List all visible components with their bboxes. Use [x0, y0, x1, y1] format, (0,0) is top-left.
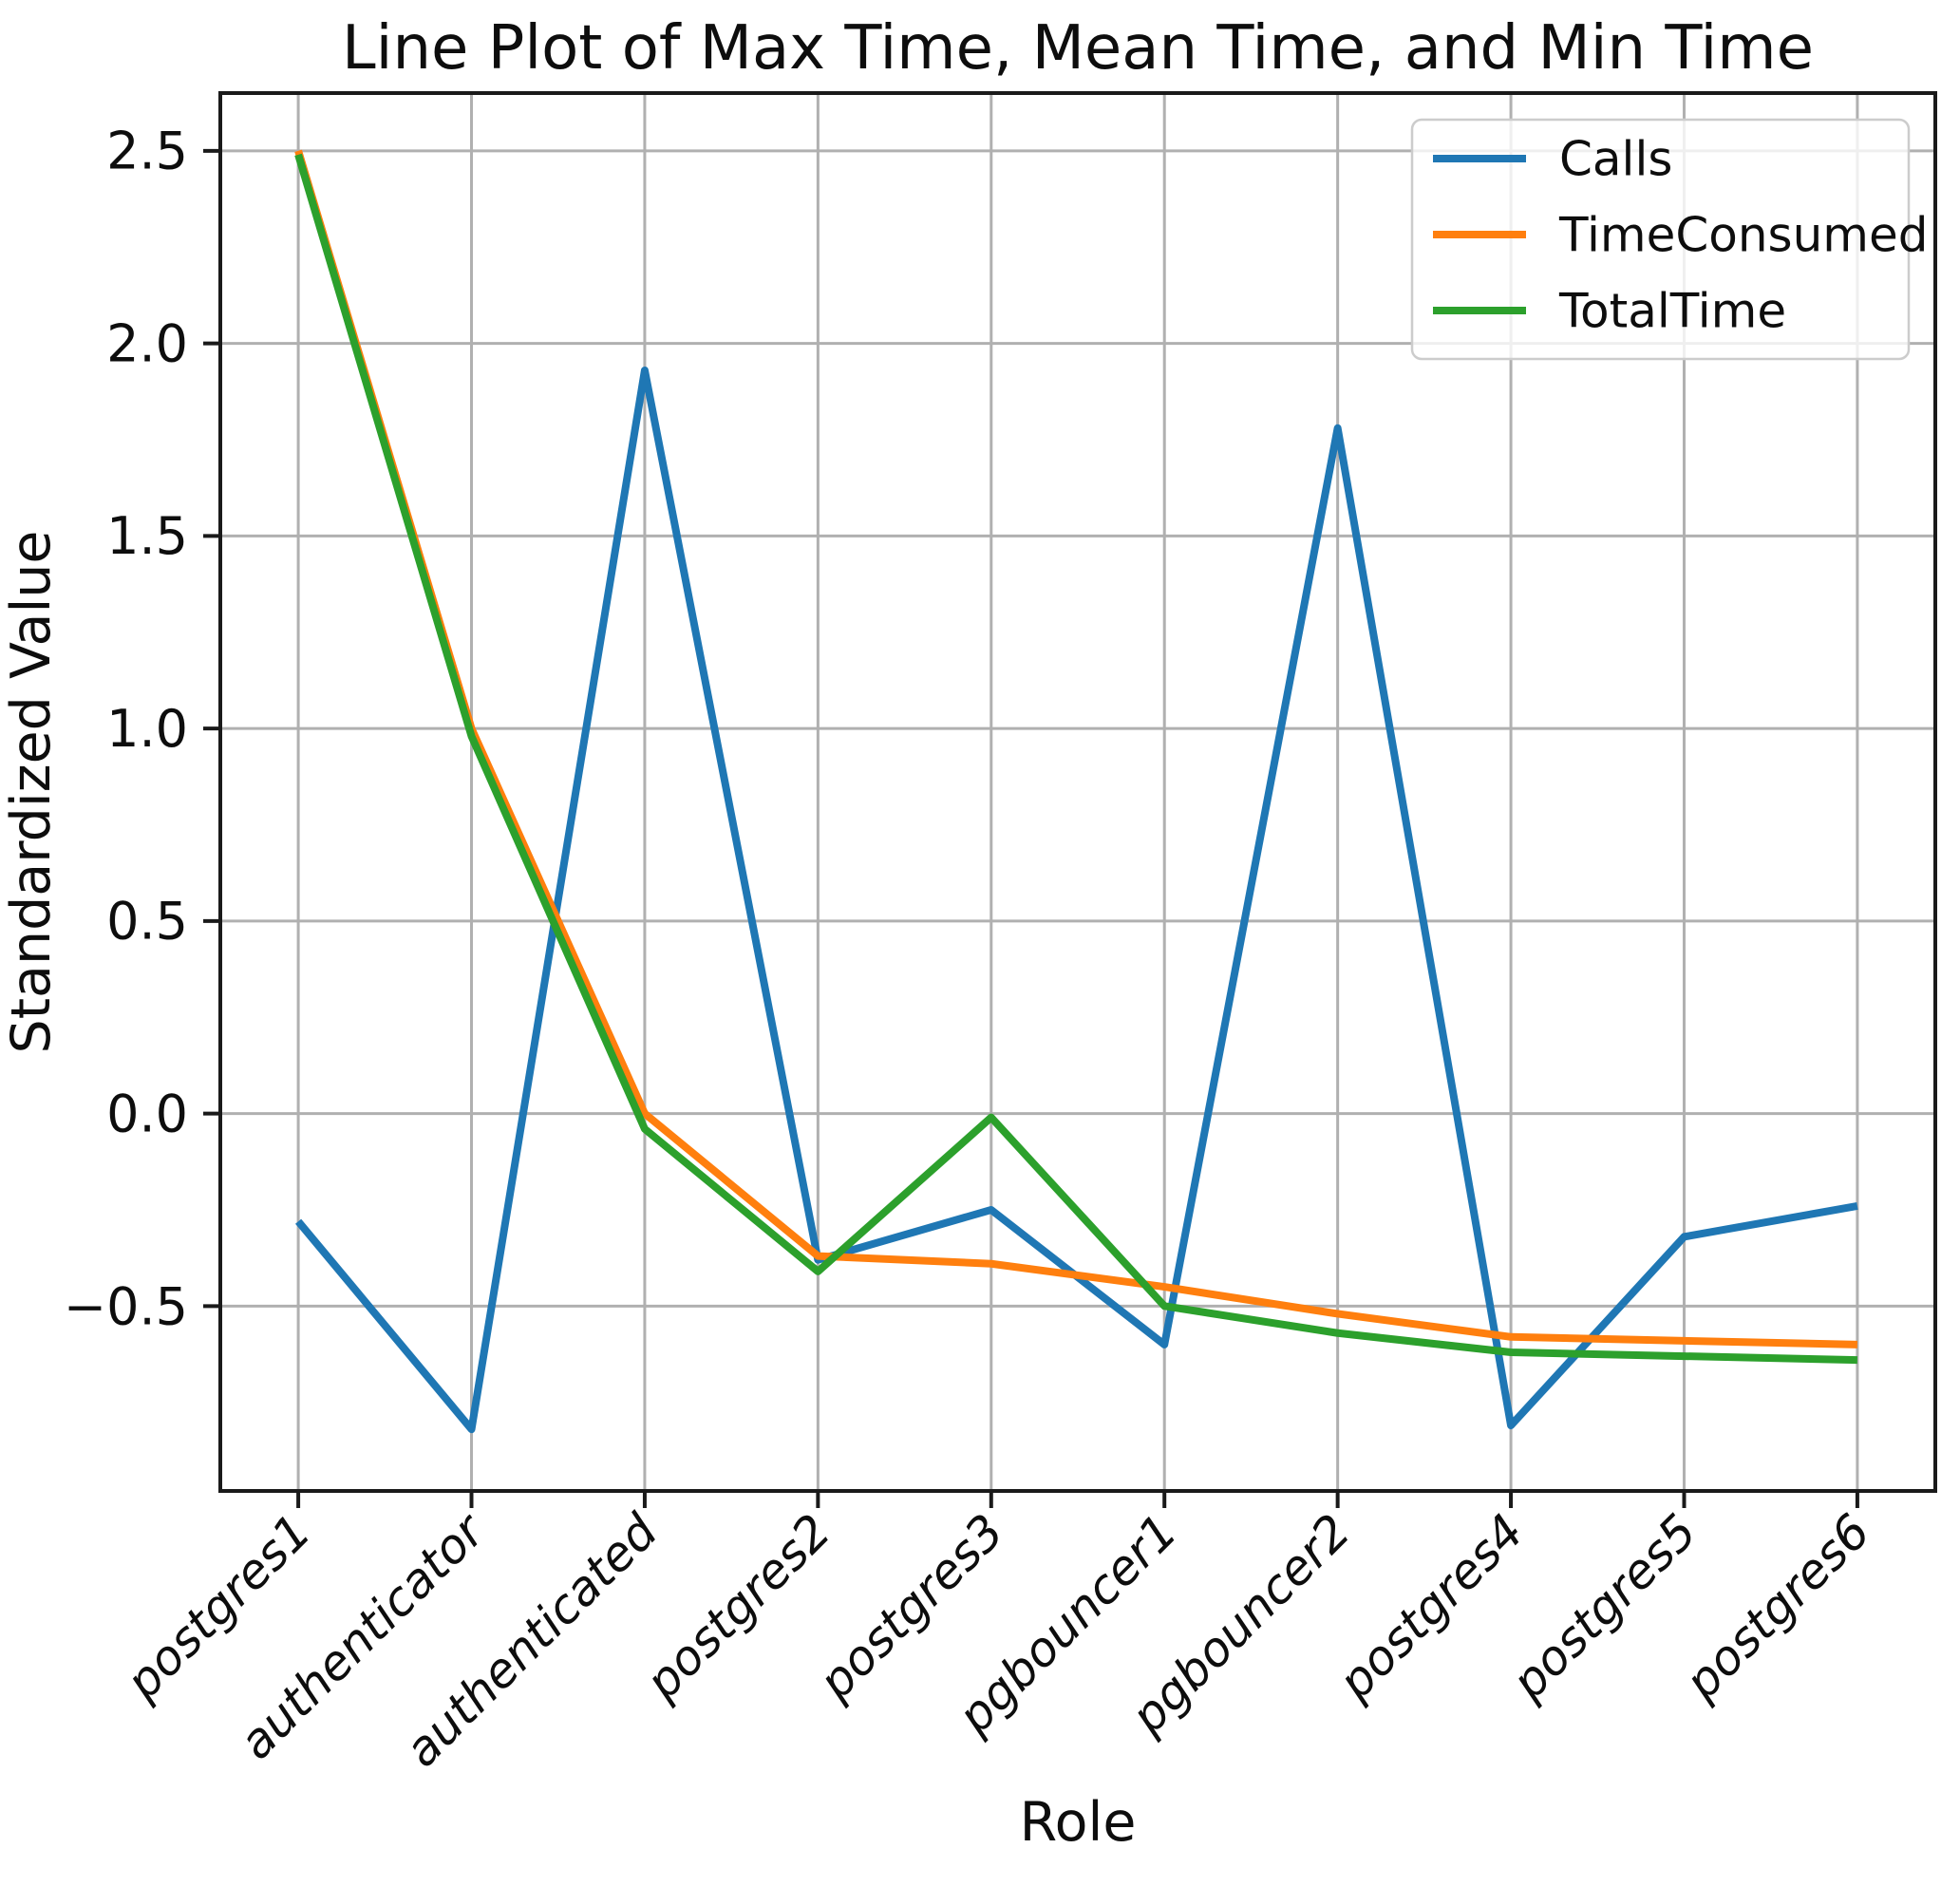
plot-border — [218, 91, 1937, 1493]
x-tick-label: postgres2 — [634, 1503, 841, 1710]
y-axis-label: Standardized Value — [0, 531, 63, 1054]
legend-label: Calls — [1559, 132, 1672, 187]
axis-ticks: 2.52.01.51.00.50.0−0.5postgres1authentic… — [64, 122, 1881, 1778]
series-line-totaltime — [294, 153, 1857, 1365]
y-tick-label: 1.0 — [106, 699, 188, 759]
x-axis-label: Role — [1020, 1791, 1137, 1854]
y-tick-label: 1.5 — [106, 506, 188, 566]
series-line-calls — [295, 366, 1858, 1434]
y-tick-label: 0.0 — [106, 1084, 188, 1144]
gridlines — [220, 93, 1935, 1491]
x-tick-label: postgres6 — [1674, 1503, 1881, 1710]
x-tick-label: postgres5 — [1500, 1503, 1707, 1710]
series-line-timeconsumed — [294, 149, 1857, 1348]
legend: Calls TimeConsumed TotalTime — [1410, 118, 1929, 361]
legend-box — [1410, 118, 1911, 361]
y-tick-label: 2.0 — [106, 313, 188, 373]
y-tick-label: 0.5 — [106, 892, 188, 952]
chart-title: Line Plot of Max Time, Mean Time, and Mi… — [342, 13, 1814, 84]
x-tick-label: postgres4 — [1328, 1503, 1535, 1710]
y-tick-label: −0.5 — [64, 1276, 188, 1336]
legend-label: TotalTime — [1558, 284, 1786, 339]
series-lines — [294, 149, 1858, 1434]
y-tick-label: 2.5 — [106, 122, 188, 181]
legend-label: TimeConsumed — [1558, 208, 1929, 263]
